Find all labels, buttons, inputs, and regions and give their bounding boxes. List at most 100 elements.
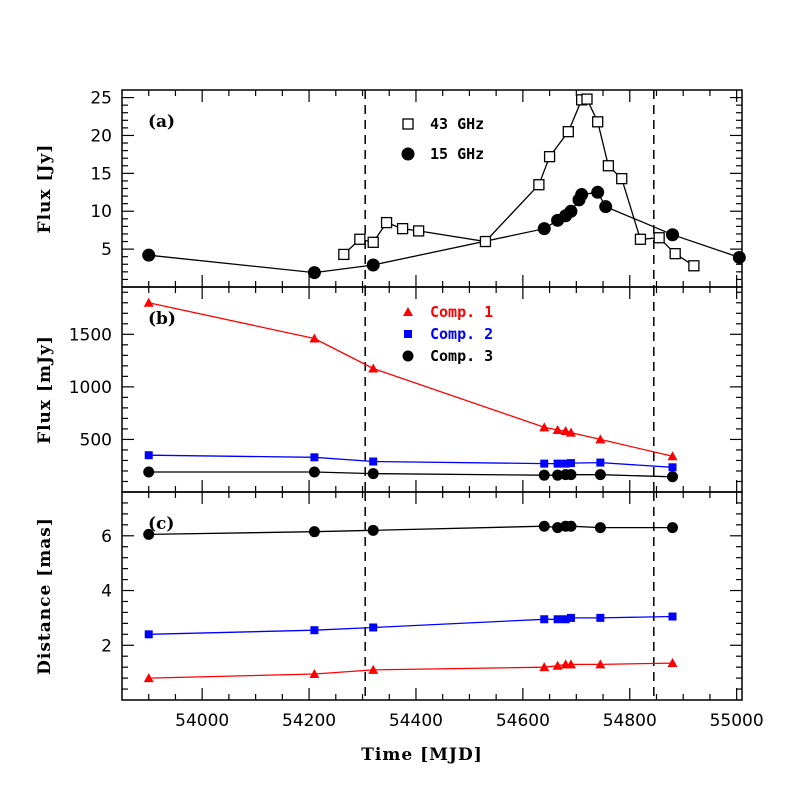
data-point	[561, 615, 570, 624]
data-point	[595, 659, 606, 669]
data-point	[380, 216, 393, 229]
series-line-comp-1	[148, 302, 673, 457]
data-point	[537, 222, 551, 236]
data-point	[308, 466, 320, 478]
series-line-comp-3	[148, 525, 673, 536]
legend-marker	[403, 307, 413, 316]
data-point	[562, 126, 574, 138]
legend-label: Comp. 2	[430, 325, 493, 343]
data-point	[552, 424, 563, 434]
data-point	[732, 250, 746, 264]
y-tick-label: 4	[101, 582, 112, 602]
data-point	[369, 457, 378, 466]
y-tick-label: 6	[101, 527, 112, 547]
data-point	[310, 626, 319, 635]
data-point	[668, 612, 677, 621]
y-tick-label: 20	[90, 126, 112, 146]
dashed-event-lines	[364, 90, 655, 700]
data-point	[368, 664, 379, 674]
panel-label: (b)	[148, 309, 176, 329]
data-point	[566, 613, 575, 622]
data-point	[667, 451, 678, 461]
y-axis-title: Distance [mas]	[35, 517, 55, 675]
data-point	[366, 258, 380, 272]
data-point	[539, 662, 550, 672]
data-point	[575, 188, 589, 202]
y-tick-label: 2	[101, 636, 112, 656]
data-point	[564, 204, 578, 218]
data-point	[561, 459, 570, 468]
legend-label: 15 GHz	[430, 145, 484, 163]
data-point	[565, 469, 577, 481]
data-point	[616, 172, 628, 185]
data-point	[143, 673, 154, 683]
data-point	[538, 520, 550, 532]
series-lines	[148, 98, 740, 679]
data-point	[596, 458, 605, 467]
legend-label: Comp. 3	[430, 347, 493, 365]
data-point	[367, 524, 379, 536]
data-point	[565, 659, 576, 669]
data-point	[308, 526, 320, 538]
panel-frame	[121, 491, 743, 701]
data-point	[143, 297, 154, 307]
y-tick-label: 500	[80, 430, 112, 450]
y-tick-label: 25	[90, 89, 112, 109]
data-point	[688, 260, 700, 272]
x-tick-label: 54400	[389, 711, 443, 731]
data-point	[307, 266, 321, 280]
data-point	[338, 248, 350, 261]
data-point	[592, 116, 604, 128]
y-tick-label: 1500	[69, 325, 112, 345]
data-point	[479, 235, 492, 248]
data-point	[143, 528, 155, 540]
data-point	[667, 658, 678, 668]
y-tick-label: 10	[90, 202, 112, 222]
data-point	[540, 459, 549, 468]
data-point	[595, 434, 606, 444]
x-tick-label: 54200	[282, 711, 336, 731]
x-axis-title: Time [MJD]	[361, 745, 483, 765]
legend-marker	[402, 350, 414, 362]
data-point	[144, 451, 153, 460]
data-point	[594, 522, 606, 534]
data-point	[368, 363, 379, 373]
data-point	[553, 615, 562, 624]
data-point	[309, 669, 320, 678]
data-point	[543, 151, 556, 163]
legend-marker	[402, 118, 414, 130]
series-line-comp-2	[148, 454, 673, 468]
legend-marker	[401, 147, 415, 161]
legend-marker	[404, 330, 412, 338]
data-point	[538, 469, 550, 481]
data-point	[669, 248, 681, 260]
data-point	[602, 160, 615, 172]
x-tick-label: 54600	[496, 711, 550, 731]
series-line-15-ghz	[148, 191, 740, 274]
data-point	[667, 522, 679, 534]
y-tick-label: 1000	[69, 378, 112, 398]
data-point	[142, 248, 156, 262]
data-point	[143, 466, 155, 478]
data-point	[553, 459, 562, 468]
data-point	[354, 233, 366, 245]
data-point	[653, 232, 665, 244]
y-tick-label: 5	[101, 240, 112, 260]
data-point	[668, 463, 677, 472]
data-point	[581, 93, 593, 105]
data-point	[565, 427, 576, 437]
x-tick-label: 55000	[710, 711, 764, 731]
series-line-comp-2	[148, 615, 673, 635]
data-point	[367, 236, 379, 248]
data-point	[552, 469, 564, 481]
data-point	[566, 459, 575, 468]
series-line-comp-1	[148, 662, 673, 679]
y-axis-title: Flux [Jy]	[35, 144, 55, 234]
data-point	[533, 179, 545, 191]
data-point	[565, 520, 577, 532]
data-point	[144, 630, 153, 639]
series-line-comp-3	[148, 471, 673, 478]
data-point	[667, 471, 679, 483]
data-point	[310, 453, 319, 462]
